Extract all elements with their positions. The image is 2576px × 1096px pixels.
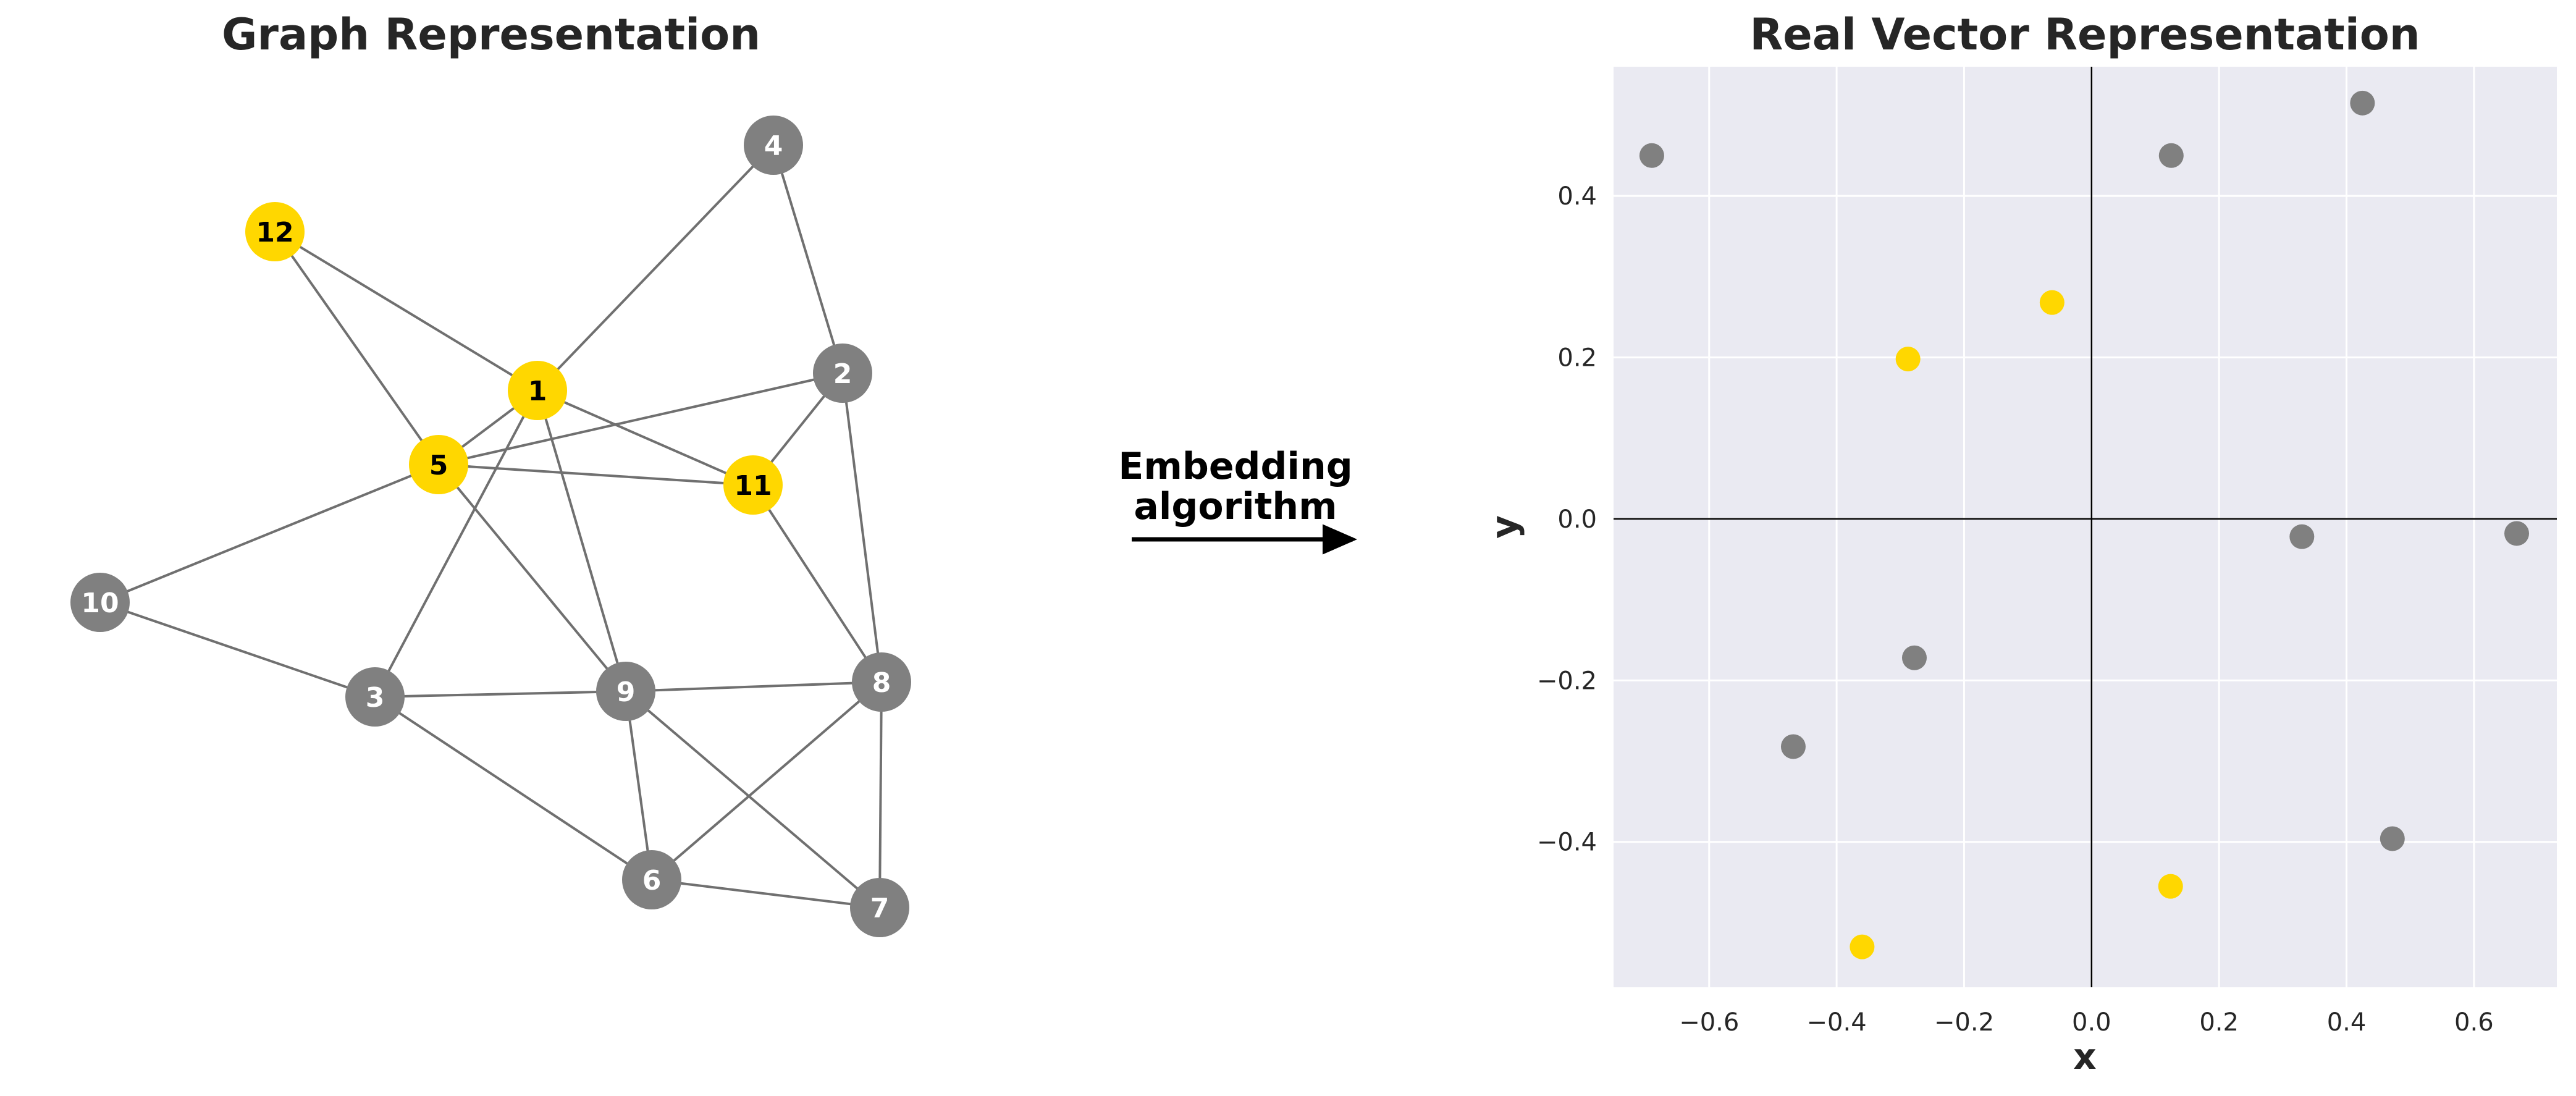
embedding-arrow-group: Embedding algorithm — [1118, 445, 1357, 555]
graph-edge-10-3 — [99, 601, 376, 698]
graph-node-label: 2 — [833, 358, 852, 390]
graph-node-5: 5 — [409, 435, 468, 494]
graph-edge-6-7 — [651, 879, 880, 909]
x-tick-label: −0.4 — [1807, 1008, 1867, 1037]
scatter-point-9 — [1780, 734, 1806, 759]
zero-axes — [1614, 67, 2557, 987]
y-tick-label: −0.2 — [1537, 667, 1597, 695]
graph-node-label: 9 — [617, 677, 636, 708]
y-tick-label: 0.0 — [1557, 505, 1597, 534]
graph-node-circle — [345, 667, 405, 727]
graph-node-10: 10 — [70, 573, 130, 632]
graph-node-label: 11 — [734, 470, 772, 502]
graph-node-label: 4 — [764, 130, 783, 162]
graph-edge-9-8 — [625, 681, 882, 693]
graph-edge-12-1 — [274, 230, 539, 392]
graph-node-circle — [813, 344, 872, 403]
scatter-point-7 — [2504, 521, 2529, 546]
graph-edge-5-2 — [438, 372, 843, 466]
x-tick-label: 0.0 — [2072, 1008, 2111, 1037]
graph-node-4: 4 — [744, 116, 803, 175]
tick-labels: −0.6 −0.4 −0.2 0.0 0.2 0.4 0.6 −0.4 −0.2 0.0 0.2 0.… — [1537, 182, 2494, 1037]
graph-edge-3-6 — [374, 696, 653, 881]
graph-edge-4-2 — [772, 145, 844, 374]
graph-node-circle — [508, 361, 567, 420]
y-axis-label: y — [1483, 515, 1525, 539]
graph-node-7: 7 — [850, 878, 909, 937]
graph-node-12: 12 — [245, 202, 305, 261]
scatter-point-2 — [2158, 143, 2184, 168]
arrow-label-line2: algorithm — [1134, 485, 1337, 528]
x-axis-label: x — [2073, 1035, 2096, 1077]
graph-node-label: 5 — [429, 450, 448, 481]
graph-edge-8-7 — [878, 681, 883, 908]
graph-node-circle — [723, 455, 783, 515]
graph-edge-4-1 — [536, 144, 775, 392]
graph-node-label: 6 — [642, 865, 662, 896]
x-tick-label: −0.6 — [1679, 1008, 1739, 1037]
scatter-point-3 — [2350, 90, 2375, 116]
scatter-point-5 — [1895, 347, 1921, 372]
y-tick-label: −0.4 — [1537, 828, 1597, 857]
graph-edge-5-11 — [438, 463, 754, 486]
graph-node-circle — [596, 662, 655, 721]
graph-node-1: 1 — [508, 361, 567, 420]
graph-node-circle — [70, 573, 130, 632]
graph-node-circle — [850, 878, 909, 937]
scatter-point-12 — [1850, 934, 1875, 959]
graph-node-label: 3 — [366, 682, 385, 714]
graph-node-circle — [622, 850, 681, 909]
scatter-point-6 — [2289, 524, 2315, 549]
graph-node-label: 10 — [81, 588, 119, 619]
x-tick-label: 0.2 — [2199, 1008, 2239, 1037]
scatter-point-8 — [1901, 645, 1927, 670]
graph-node-3: 3 — [345, 667, 405, 727]
y-tick-label: 0.2 — [1557, 344, 1597, 373]
plot-area — [1614, 67, 2557, 987]
scatter-panel: Real Vector Representation −0.6 −0.4 −0.2 0… — [1483, 9, 2557, 1077]
graph-edge-8-6 — [650, 681, 883, 881]
x-tick-label: 0.4 — [2327, 1008, 2367, 1037]
graph-node-11: 11 — [723, 455, 783, 515]
graph-edge-9-7 — [625, 690, 881, 909]
graph-edge-1-3 — [374, 390, 539, 698]
graph-node-2: 2 — [813, 344, 872, 403]
scatter-point-11 — [2158, 874, 2183, 899]
graph-node-circle — [245, 202, 305, 261]
graph-node-9: 9 — [596, 662, 655, 721]
graph-edge-1-9 — [536, 390, 627, 692]
graph-node-label: 7 — [870, 893, 890, 924]
scatter-point-1 — [1639, 143, 1664, 168]
graph-node-label: 12 — [256, 217, 293, 248]
graph-node-circle — [409, 435, 468, 494]
graph-edge-5-10 — [99, 463, 439, 604]
graph-edge-5-9 — [437, 463, 627, 693]
graph-edge-1-11 — [537, 389, 754, 486]
scatter-point-10 — [2380, 826, 2405, 851]
graph-title: Graph Representation — [222, 9, 760, 60]
graph-node-circle — [744, 116, 803, 175]
graph-edge-3-9 — [374, 690, 626, 698]
x-tick-label: 0.6 — [2454, 1008, 2494, 1037]
graph-node-8: 8 — [852, 652, 911, 712]
graph-edge-2-8 — [841, 373, 883, 683]
graph-edge-9-6 — [625, 691, 653, 880]
graph-node-circle — [852, 652, 911, 712]
graph-node-label: 8 — [872, 667, 891, 699]
scatter-point-4 — [2039, 290, 2065, 315]
y-tick-label: 0.4 — [1557, 182, 1597, 211]
graph-edge-11-8 — [752, 484, 883, 683]
graph-edges — [99, 144, 883, 909]
chart-title: Real Vector Representation — [1749, 9, 2420, 60]
graph-node-label: 1 — [528, 376, 547, 407]
scatter-points — [1639, 90, 2529, 959]
x-tick-label: −0.2 — [1934, 1008, 1994, 1037]
graph-edge-12-5 — [274, 230, 440, 466]
graph-node-6: 6 — [622, 850, 681, 909]
arrow-label-line1: Embedding — [1118, 445, 1352, 488]
